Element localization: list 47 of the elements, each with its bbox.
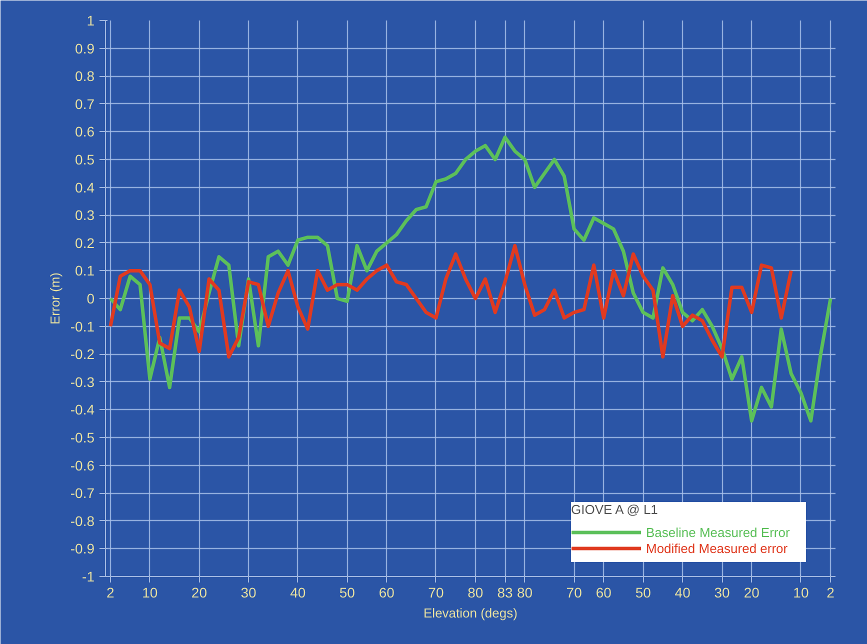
y-tick-label: 0.7	[75, 96, 95, 112]
y-tick-label: 0.5	[75, 152, 95, 168]
x-tick-label: 60	[596, 584, 612, 600]
x-tick-label: 80	[468, 584, 484, 600]
y-tick-label: -0.2	[70, 346, 95, 362]
x-tick-label: 10	[793, 584, 809, 600]
x-tick-label: 40	[290, 584, 306, 600]
y-tick-label: -0.6	[70, 457, 95, 474]
y-tick-label: -0.7	[70, 485, 95, 502]
y-tick-label: -0.8	[70, 512, 95, 529]
y-tick-label: 0	[86, 290, 95, 306]
y-tick-label: -0.3	[70, 374, 95, 390]
text: Baseline Measured Error	[646, 524, 791, 542]
x-tick-label: 30	[714, 584, 730, 600]
y-tick-label: 0.1	[75, 262, 95, 279]
x-tick-label: 40	[674, 584, 691, 600]
x-tick-label: 70	[428, 584, 444, 600]
y-tick-label: 1	[86, 12, 95, 28]
y-axis-title: Error (m)	[47, 272, 62, 324]
x-tick-label: 20	[744, 584, 760, 600]
x-tick-label: 70	[566, 584, 582, 600]
x-tick-label: 60	[378, 584, 395, 600]
y-tick-label: 0.4	[75, 179, 95, 196]
y-tick-label: 0.8	[75, 68, 95, 84]
y-tick-label: 0.6	[75, 124, 95, 140]
y-tick-label: 0.2	[75, 234, 95, 251]
x-tick-label: 2	[106, 584, 115, 600]
x-tick-label: 50	[635, 584, 652, 600]
y-tick-label: -1	[82, 568, 95, 584]
x-tick-label: 83	[497, 584, 514, 600]
x-tick-label: 30	[240, 584, 257, 600]
y-tick-label: -0.9	[70, 540, 95, 557]
legend-title: GIOVE A @ L1	[571, 502, 659, 517]
x-tick-label: 50	[339, 584, 356, 600]
y-tick-label: -0.1	[70, 318, 95, 334]
x-axis-title: Elevation (degs)	[424, 606, 518, 620]
y-tick-label: 0.9	[75, 40, 95, 56]
x-tick-label: 2	[826, 584, 835, 600]
line-series	[108, 244, 793, 359]
y-tick-label: -0.5	[70, 430, 95, 446]
x-tick-label: 20	[191, 584, 208, 600]
x-tick-label: 80	[516, 584, 533, 600]
x-tick-label: 10	[142, 584, 158, 600]
y-tick-label: 0.3	[75, 207, 95, 224]
text: Modified Measured error	[646, 540, 789, 558]
y-tick-label: -0.4	[70, 402, 95, 418]
line-series	[108, 136, 832, 423]
